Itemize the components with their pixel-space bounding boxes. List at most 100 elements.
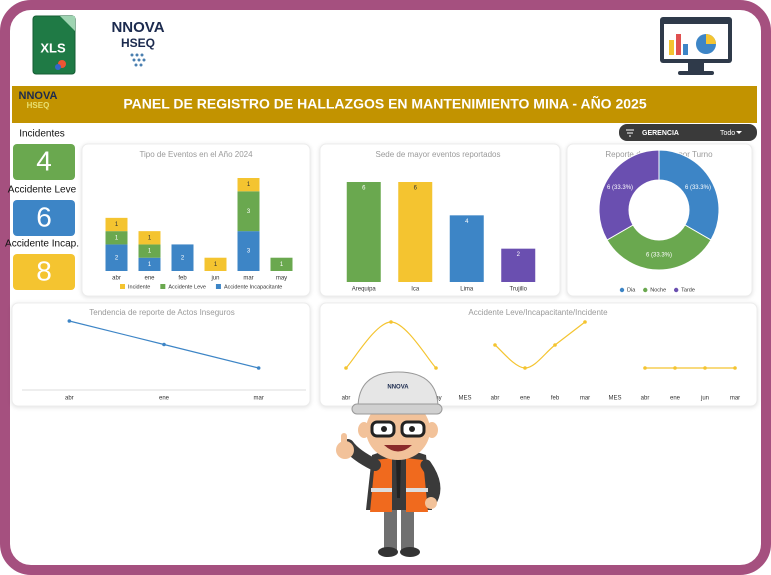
filter-caret [736, 131, 742, 134]
excel-icon: XLS [32, 15, 76, 75]
bar-segment [138, 257, 161, 271]
x-tick-label: mar [243, 276, 253, 282]
panel [11, 302, 311, 407]
brand-line1: NNOVA [111, 19, 164, 36]
bar [346, 182, 381, 282]
legend-label: Accidente Incapacitante [224, 284, 282, 290]
data-label: 2 [181, 255, 185, 261]
bar-segment [171, 244, 194, 271]
kpi-label: Incidentes [19, 129, 65, 140]
data-label: 1 [115, 235, 119, 241]
bar-segment [105, 217, 128, 232]
x-tick-label: jun [700, 396, 709, 402]
kpi-label: Accidente Incap. [5, 239, 79, 250]
bar-segment [138, 244, 161, 258]
point [434, 366, 438, 370]
point [643, 366, 647, 370]
legend-swatch [673, 287, 679, 293]
excel-label: XLS [40, 40, 66, 55]
brand-dots [130, 53, 146, 67]
charts: abr ene feb jun mar may 2 1 2 3 1 1 3 1 1 1 1 1 Incidente A… [22, 149, 740, 402]
bar-segment [237, 178, 260, 192]
line [494, 321, 586, 369]
data-label: 1 [148, 262, 152, 268]
legend-label: Noche [650, 287, 666, 293]
data-label: 6 (33.3%) [646, 253, 672, 259]
point [493, 343, 497, 347]
legend-label: Accidente Leve [168, 284, 206, 290]
kpi-card [13, 254, 75, 290]
monitor-icon [660, 17, 732, 75]
x-tick-label: Lima [460, 287, 474, 293]
kpi-value: 4 [36, 145, 52, 176]
data-label: 1 [148, 249, 152, 255]
point [256, 366, 261, 370]
bar-segment [237, 191, 260, 232]
data-label: 1 [280, 262, 284, 268]
header-logo-line2: HSEQ [27, 101, 50, 110]
data-label: 2 [517, 252, 521, 258]
header-logo-line1: NNOVA [19, 90, 58, 102]
x-tick-label: feb [178, 276, 187, 282]
data-label: 3 [247, 209, 251, 215]
point [67, 319, 72, 323]
bar-segment [105, 231, 128, 245]
x-tick-label: feb [551, 396, 560, 402]
x-axis-label: MES [608, 396, 621, 402]
x-tick-label: mar [253, 396, 263, 402]
pie-slice [658, 149, 720, 241]
kpi-card [13, 144, 75, 180]
legend-swatch [215, 284, 221, 289]
legend-swatch [619, 287, 625, 293]
point [703, 366, 707, 370]
data-label: 1 [247, 182, 251, 188]
chart-title: Accidente Leve/Incapacitante/Incidente [468, 308, 608, 317]
kpi-value: 8 [36, 255, 52, 286]
x-tick-label: jun [210, 276, 219, 282]
x-tick-label: mar [730, 396, 740, 402]
filter-value: Todo [720, 130, 735, 137]
x-tick-label: ene [670, 396, 681, 402]
chart-title: Sede de mayor eventos reportados [376, 150, 501, 159]
data-label: 4 [465, 219, 469, 225]
point [733, 366, 737, 370]
legend-swatch [643, 287, 648, 293]
legend-swatch [120, 284, 125, 289]
x-tick-label: ene [144, 276, 155, 282]
data-label: 3 [247, 249, 251, 255]
kpi-label: Accidente Leve [8, 185, 77, 196]
header-band [12, 86, 757, 123]
legend-label: Tarde [681, 287, 695, 293]
data-label: 1 [148, 235, 152, 241]
filter[interactable] [619, 124, 757, 141]
bar-segment [270, 257, 293, 271]
kpi-card [13, 200, 75, 236]
legend-label: Incidente [128, 284, 150, 290]
data-label: 2 [115, 255, 119, 261]
data-label: 1 [214, 262, 218, 268]
bar-segment [138, 231, 161, 245]
point [162, 342, 166, 347]
x-axis-label: MES [458, 396, 471, 402]
point [344, 366, 348, 370]
x-tick-label: ene [159, 396, 170, 402]
helmet-logo: NNOVA [387, 385, 409, 391]
bar [398, 182, 433, 282]
point [583, 320, 587, 324]
data-label: 6 (33.3%) [685, 185, 711, 191]
x-tick-label: ene [520, 396, 531, 402]
legend-swatch [160, 284, 166, 289]
pie-slice [606, 224, 712, 271]
filter-icon [626, 129, 634, 137]
header-title: PANEL DE REGISTRO DE HALLAZGOS EN MANTEN… [123, 95, 646, 112]
legend-label: Dia [627, 287, 636, 293]
chart-title: Tipo de Eventos en el Año 2024 [139, 150, 253, 159]
bar-segment [105, 244, 128, 271]
bar-segment [204, 257, 227, 271]
pie-slice [598, 149, 660, 241]
chart-title: Tendencia de reporte de Actos Inseguros [89, 308, 234, 317]
x-tick-label: mar [580, 396, 590, 402]
kpi-value: 6 [36, 201, 52, 232]
panel [319, 302, 758, 407]
